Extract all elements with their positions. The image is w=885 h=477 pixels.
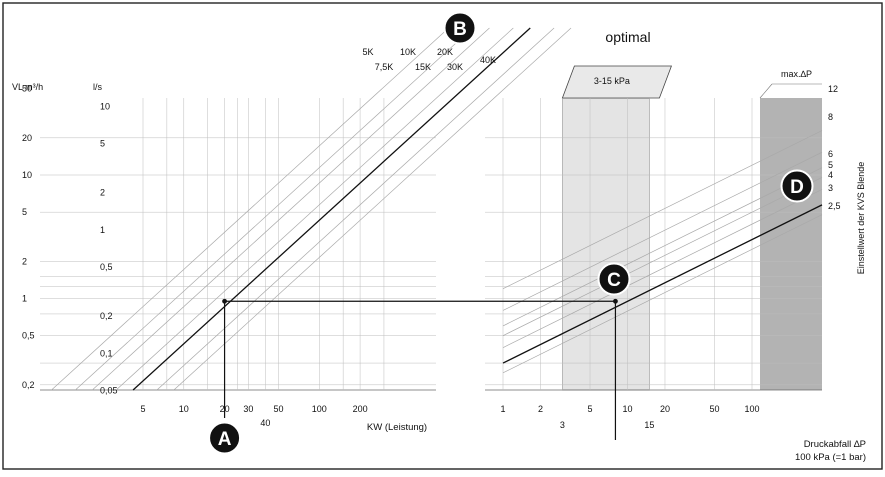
ls-tick-label: 2 xyxy=(100,188,105,198)
ls-tick-label: 10 xyxy=(100,101,110,111)
vl-tick-label: 0,5 xyxy=(22,331,35,341)
diagram-border xyxy=(2,2,883,470)
ls-tick-label: 0,05 xyxy=(100,385,118,395)
dt-line-label: 40K xyxy=(480,55,496,65)
kvs-label: 12 xyxy=(828,84,838,94)
kw-tick-label: 30 xyxy=(243,404,253,414)
ls-tick-label: 0,2 xyxy=(100,311,113,321)
ls-tick-label: 1 xyxy=(100,225,105,235)
kvs-label: 5 xyxy=(828,160,833,170)
kw-tick-label: 5 xyxy=(140,404,145,414)
marker-d-badge xyxy=(780,169,814,203)
dt-line-10K xyxy=(92,27,490,391)
kw-tick-label: 40 xyxy=(260,418,270,428)
vl-tick-label: 0,2 xyxy=(22,380,35,390)
kvs-line-2-5 xyxy=(502,214,823,374)
kvs-label: 4 xyxy=(828,170,833,180)
dt-line-5K xyxy=(51,27,449,391)
dp-axis-title: Druckabfall ∆P xyxy=(804,439,866,450)
max-dp-pointer xyxy=(759,83,773,99)
vl-tick-label: 20 xyxy=(22,133,32,143)
marker-a-badge xyxy=(208,421,242,455)
vl-axis-title: VL m³/h xyxy=(12,82,43,92)
ls-tick-label: 5 xyxy=(100,138,105,148)
dp-tick-label: 10 xyxy=(622,404,632,414)
optimal-range-tab xyxy=(561,65,673,99)
kw-tick-label: 50 xyxy=(273,404,283,414)
vl-tick-label: 2 xyxy=(22,256,27,266)
dp-axis-subtitle: 100 kPa (=1 bar) xyxy=(795,452,866,463)
kw-tick-label: 100 xyxy=(312,404,327,414)
vl-tick-label: 1 xyxy=(22,294,27,304)
marker-d-label: D xyxy=(790,177,804,198)
max-dp-band xyxy=(760,98,822,390)
kvs-axis-title: Einstellwert der KVS Blende xyxy=(856,162,866,275)
dt-line-label: 20K xyxy=(437,47,453,57)
optimal-band xyxy=(562,97,650,391)
kvs-label: 3 xyxy=(828,183,833,193)
dt-line-label: 5K xyxy=(362,47,373,57)
dp-tick-label: 5 xyxy=(588,404,593,414)
dt-line-30K xyxy=(156,27,555,391)
marker-b-badge xyxy=(443,11,477,45)
dt-line-7-5K xyxy=(75,27,473,391)
dt-line-label: 15K xyxy=(415,62,431,72)
kw-tick-label: 200 xyxy=(353,404,368,414)
ls-tick-label: 0,5 xyxy=(100,262,113,272)
dp-tick-label: 15 xyxy=(644,420,654,430)
dp-tick-label: 50 xyxy=(710,404,720,414)
marker-a-label: A xyxy=(218,429,232,450)
dt-line-40K xyxy=(173,27,572,391)
dt-line-20K xyxy=(132,27,531,391)
kvs-label: 8 xyxy=(828,112,833,122)
optimal-range-label: 3-15 kPa xyxy=(594,76,630,86)
vl-tick-label: 10 xyxy=(22,170,32,180)
example-point-flow xyxy=(222,298,227,304)
kvs-line-5 xyxy=(502,177,823,336)
marker-b-label: B xyxy=(453,19,467,40)
dp-tick-label: 20 xyxy=(660,404,670,414)
kvs-line-6 xyxy=(502,167,823,327)
dp-tick-label: 100 xyxy=(744,404,759,414)
kvs-line-3 xyxy=(502,204,823,364)
right-chart-title: optimal xyxy=(605,29,650,45)
marker-c-badge xyxy=(597,262,631,296)
dp-tick-label: 2 xyxy=(538,404,543,414)
max-dp-label: max.∆P xyxy=(781,69,812,79)
example-point-dp xyxy=(613,298,618,304)
ls-tick-label: 0,1 xyxy=(100,348,113,358)
diagram-graphics: 3-15 kPa 50 20 10 5 2 1 0,5 0,2 10 5 2 1 0,5 0,2 0,1 0,0… xyxy=(22,11,841,455)
ls-axis-title: l/s xyxy=(93,82,103,92)
kvs-label: 6 xyxy=(828,149,833,159)
dt-line-label: 7,5K xyxy=(375,62,394,72)
dt-line-15K xyxy=(115,27,514,391)
kw-axis-title: KW (Leistung) xyxy=(367,422,427,433)
vl-tick-label: 5 xyxy=(22,207,27,217)
vl-tick-label: 50 xyxy=(22,84,32,94)
kvs-label: 2,5 xyxy=(828,201,841,211)
kvs-line-4 xyxy=(502,189,823,348)
dt-line-label: 10K xyxy=(400,47,416,57)
kvs-line-12 xyxy=(502,130,823,290)
dp-tick-label: 3 xyxy=(560,420,565,430)
kw-tick-label: 10 xyxy=(179,404,189,414)
kvs-line-8 xyxy=(502,151,823,311)
dt-line-label: 30K xyxy=(447,62,463,72)
marker-c-label: C xyxy=(607,270,621,291)
dp-tick-label: 1 xyxy=(500,404,505,414)
